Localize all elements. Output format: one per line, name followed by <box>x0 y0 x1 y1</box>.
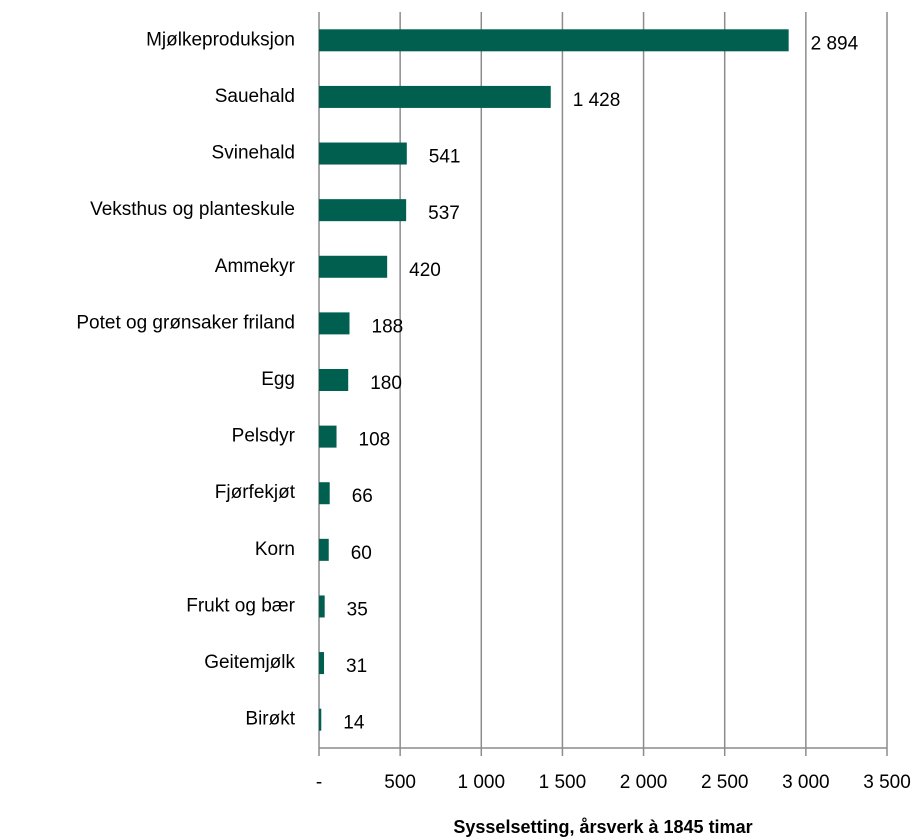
value-label: 541 <box>429 147 461 168</box>
bar <box>319 312 350 335</box>
value-label: 2 894 <box>811 33 859 54</box>
y-tick-label: Svinehald <box>212 143 295 164</box>
bar <box>319 595 325 618</box>
value-label: 1 428 <box>573 90 621 111</box>
bar <box>319 538 329 561</box>
bar <box>319 142 407 165</box>
bar <box>319 708 322 731</box>
bar <box>319 29 789 52</box>
bar <box>319 369 349 391</box>
y-tick-label: Potet og grønsaker friland <box>76 312 295 333</box>
bar <box>319 85 551 108</box>
bar <box>319 425 337 448</box>
x-tick-label: 500 <box>384 772 416 793</box>
value-label: 14 <box>343 713 365 734</box>
y-tick-label: Egg <box>261 369 295 390</box>
y-tick-label: Ammekyr <box>215 256 296 277</box>
x-axis-title: Sysselsetting, årsverk à 1845 timar <box>453 817 752 837</box>
value-label: 537 <box>428 203 460 224</box>
y-tick-label: Pelsdyr <box>232 426 296 447</box>
value-label: 66 <box>352 486 373 507</box>
x-tick-label: 3 500 <box>863 772 911 793</box>
x-tick-label: 1 000 <box>458 772 506 793</box>
y-tick-label: Sauehald <box>215 86 295 107</box>
y-tick-label: Frukt og bær <box>186 595 295 616</box>
value-label: 60 <box>351 543 372 564</box>
bar <box>319 199 407 222</box>
value-label: 35 <box>347 599 368 620</box>
y-tick-label: Veksthus og planteskule <box>90 199 295 220</box>
value-label: 420 <box>409 260 441 281</box>
value-label: 188 <box>372 316 404 337</box>
x-tick-label: 1 500 <box>539 772 587 793</box>
x-tick-label: 3 000 <box>782 772 830 793</box>
x-tick-label: 2 000 <box>620 772 668 793</box>
value-label: 31 <box>346 656 367 677</box>
y-tick-label: Mjølkeproduksjon <box>146 29 295 50</box>
value-label: 108 <box>359 430 391 451</box>
y-tick-label: Birøkt <box>245 709 295 730</box>
y-tick-label: Korn <box>255 539 295 560</box>
bar <box>319 255 388 278</box>
y-tick-label: Fjørfekjøt <box>215 482 296 503</box>
y-tick-label: Geitemjølk <box>204 652 295 673</box>
bar <box>319 652 325 675</box>
x-tick-label: - <box>316 772 322 793</box>
value-label: 180 <box>370 373 402 394</box>
x-tick-label: 2 500 <box>701 772 749 793</box>
bar <box>319 482 330 505</box>
